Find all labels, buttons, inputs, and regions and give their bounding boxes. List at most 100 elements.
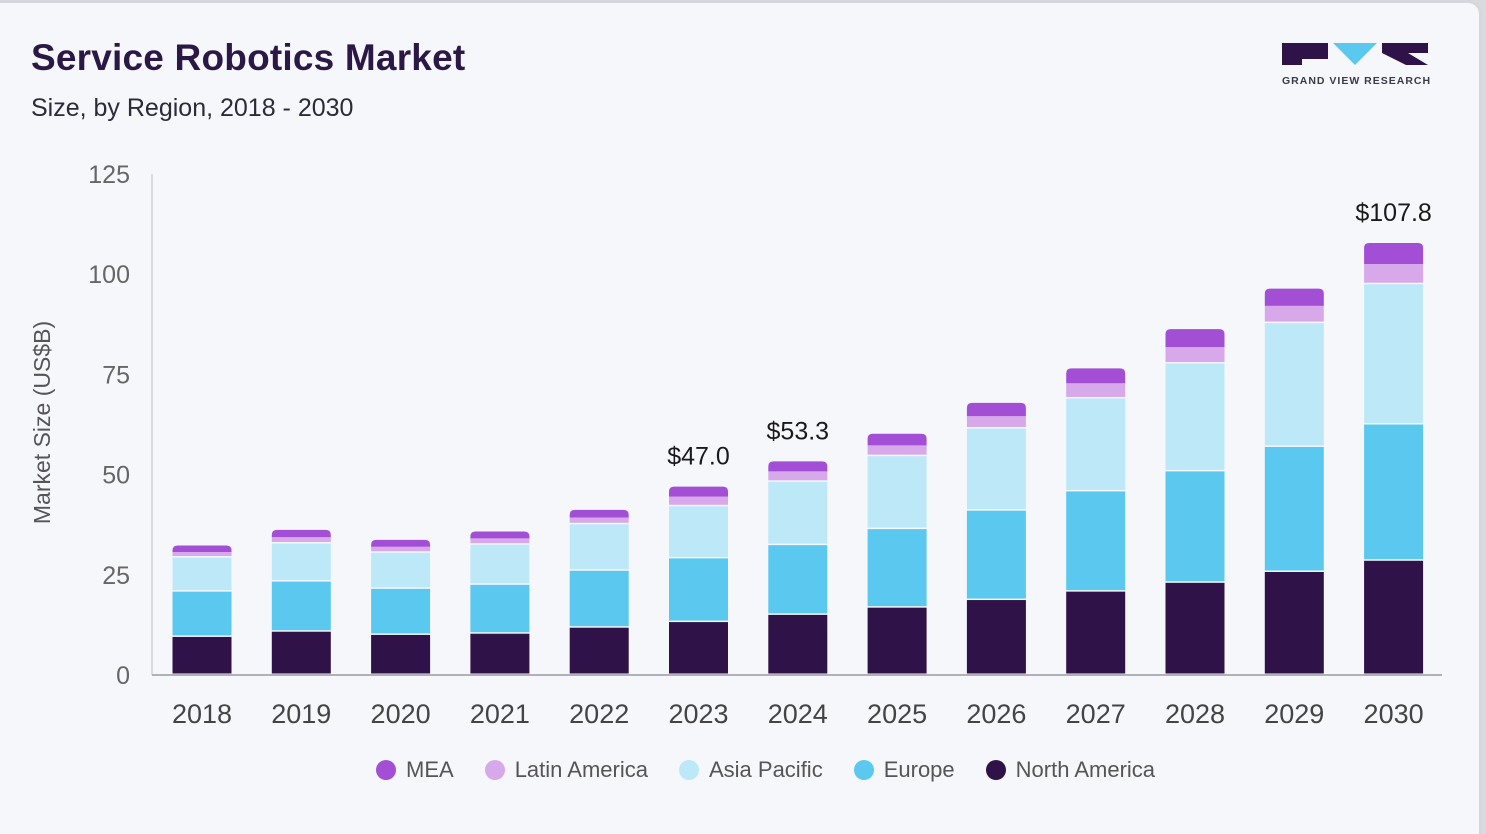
bar-europe-2026 [966,510,1026,599]
bar-mea-2029 [1264,288,1324,306]
bar-latin-america-2024 [768,471,828,481]
y-tick-label: 25 [102,562,130,590]
x-tick-label: 2026 [966,699,1026,729]
bar-north-america-2020 [371,634,431,674]
bar-latin-america-2022 [569,517,629,523]
bar-europe-2020 [371,588,431,634]
bar-europe-2023 [669,558,728,621]
x-tick-label: 2029 [1264,699,1324,729]
legend-item-latin-america[interactable]: Latin America [484,757,648,783]
bar-asia-pacific-2025 [867,456,927,528]
bar-asia-pacific-2028 [1165,363,1225,470]
bar-mea-2023 [669,486,728,497]
bar-mea-2020 [371,539,431,547]
bar-north-america-2018 [172,636,232,674]
bar-mea-2027 [1066,368,1126,384]
chart-legend: MEA Latin America Asia Pacific Europe No… [376,757,1186,783]
x-tick-label: 2018 [172,699,232,729]
data-label-2024: $53.3 [767,417,830,445]
bar-asia-pacific-2018 [172,557,232,591]
bar-north-america-2023 [669,622,728,674]
bar-asia-pacific-2020 [371,552,431,588]
bar-asia-pacific-2029 [1264,323,1324,446]
chart-title: Service Robotics Market [31,37,466,78]
legend-item-north-america[interactable]: North America [985,757,1156,783]
y-tick-label: 75 [102,361,130,389]
chart-subtitle: Size, by Region, 2018 - 2030 [31,94,354,122]
bar-mea-2024 [768,461,828,472]
bar-europe-2018 [172,591,232,636]
bar-north-america-2022 [569,627,629,674]
x-tick-label: 2027 [1066,699,1126,729]
bar-asia-pacific-2023 [669,506,728,557]
bar-mea-2026 [966,402,1026,417]
bar-asia-pacific-2026 [966,428,1026,510]
bar-latin-america-2028 [1165,347,1225,363]
legend-swatch-north-america [985,760,1006,780]
bar-asia-pacific-2022 [569,524,629,570]
y-tick-label: 50 [102,462,130,490]
stacked-bar-chart: 0 25 50 75 100 125 Market Size (US$B) 2018 2019 2… [29,161,1442,729]
legend-swatch-mea [376,760,396,780]
y-tick-label: 100 [88,261,130,289]
legend-item-mea[interactable]: MEA [376,757,454,783]
x-tick-label: 2020 [371,699,431,729]
bar-north-america-2019 [271,631,331,674]
bar-europe-2029 [1264,446,1324,571]
bar-north-america-2028 [1165,582,1225,674]
bar-latin-america-2020 [371,546,431,552]
bar-asia-pacific-2027 [1066,398,1126,490]
logo-text: GRAND VIEW RESEARCH [1282,75,1432,87]
x-tick-label: 2022 [569,699,629,729]
legend-item-asia-pacific[interactable]: Asia Pacific [678,757,823,783]
bar-europe-2030 [1364,424,1424,560]
bar-latin-america-2018 [172,551,232,557]
legend-swatch-europe [853,760,874,780]
bar-latin-america-2029 [1264,305,1324,322]
legend-swatch-asia-pacific [678,760,699,780]
x-tick-label: 2021 [470,699,530,729]
bar-europe-2021 [470,584,530,633]
bar-mea-2028 [1165,329,1225,348]
bar-europe-2022 [569,570,629,627]
bar-mea-2022 [569,509,629,518]
bar-latin-america-2030 [1364,264,1424,283]
bar-asia-pacific-2021 [470,544,530,584]
bar-asia-pacific-2019 [271,543,331,581]
bar-latin-america-2019 [271,537,331,543]
bar-north-america-2027 [1066,591,1126,674]
bar-latin-america-2023 [669,496,728,505]
bar-mea-2021 [470,531,530,539]
bar-north-america-2021 [470,633,530,674]
legend-label-asia-pacific: Asia Pacific [708,757,823,782]
bar-latin-america-2021 [470,538,530,544]
y-axis-label: Market Size (US$B) [29,321,55,524]
legend-item-europe[interactable]: Europe [853,757,955,783]
x-tick-label: 2028 [1165,699,1225,729]
x-tick-label: 2019 [271,699,331,729]
legend-label-latin-america: Latin America [514,757,648,782]
bar-europe-2028 [1165,471,1225,582]
x-tick-label: 2025 [867,699,927,729]
bar-north-america-2029 [1264,571,1324,674]
bar-europe-2024 [768,545,828,614]
bar-europe-2019 [271,581,331,631]
bar-mea-2030 [1364,242,1424,265]
legend-swatch-latin-america [484,760,505,780]
y-tick-label: 125 [88,161,130,189]
bar-latin-america-2027 [1066,383,1126,397]
legend-label-north-america: North America [1015,757,1156,782]
grand-view-research-logo-icon [1282,43,1428,65]
data-label-2030: $107.8 [1355,199,1431,227]
bar-mea-2019 [271,529,331,538]
bar-mea-2018 [172,545,232,552]
x-tick-label: 2024 [768,699,828,729]
bar-europe-2025 [867,529,927,607]
x-tick-label: 2023 [668,699,728,729]
data-label-2023: $47.0 [667,443,730,471]
bar-asia-pacific-2030 [1364,284,1424,423]
bar-europe-2027 [1066,491,1126,591]
y-tick-label: 0 [116,662,130,690]
bar-north-america-2026 [966,600,1026,674]
